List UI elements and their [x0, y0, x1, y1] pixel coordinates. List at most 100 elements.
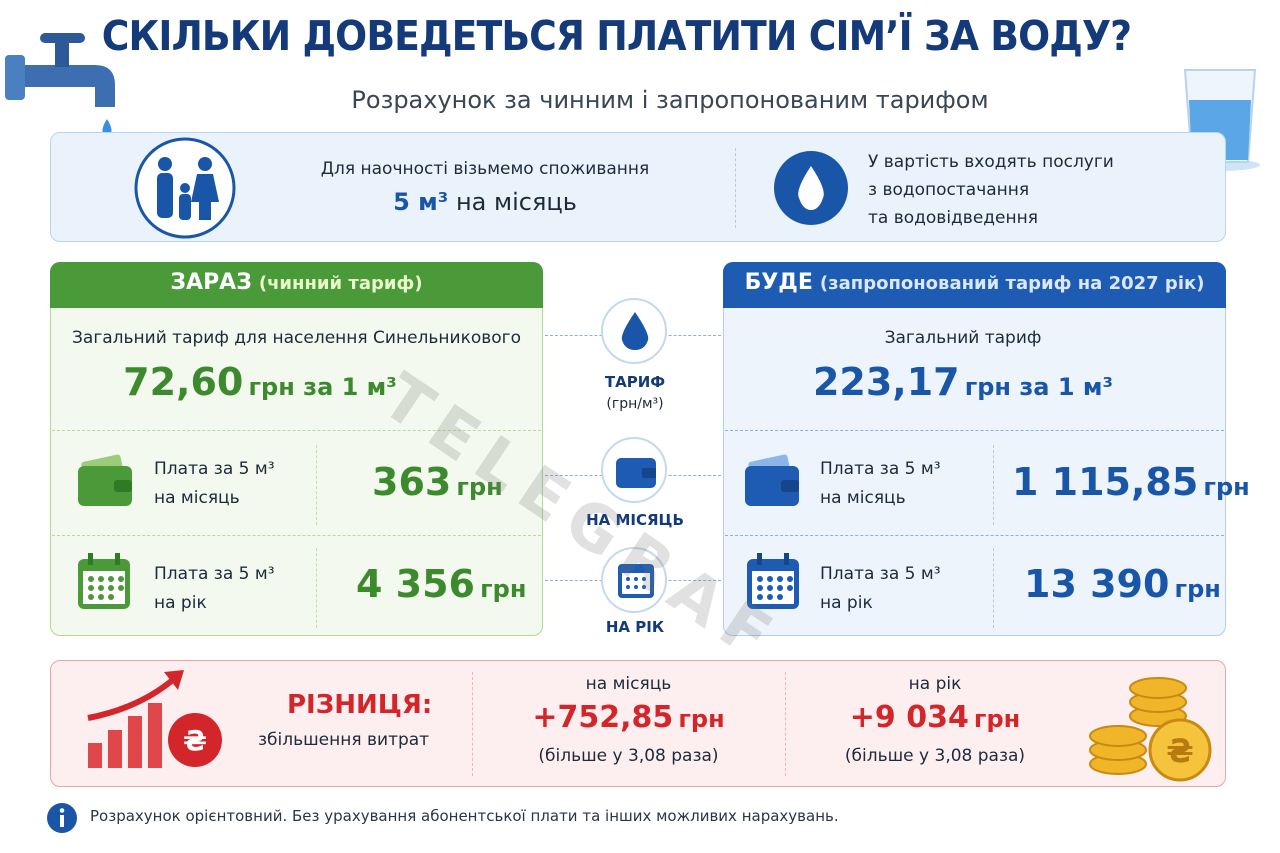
decoration [777, 585, 783, 591]
future-title: БУДЕ [744, 270, 813, 295]
divider [52, 430, 541, 431]
decoration [642, 585, 646, 589]
decoration [781, 480, 799, 492]
decoration [157, 173, 173, 218]
decoration [115, 553, 120, 565]
wallet-icon [78, 454, 132, 506]
subtitle: Розрахунок за чинним і запропонованим та… [351, 86, 989, 114]
decoration: 1 115,85 грн [1012, 460, 1250, 504]
decoration: ₴ [1166, 732, 1194, 770]
decoration [108, 594, 114, 600]
decoration [1148, 718, 1212, 782]
decoration [179, 194, 191, 220]
month-value: 363 [372, 460, 452, 504]
drop-icon [774, 151, 848, 225]
month-unit: грн [1203, 473, 1250, 501]
year-value: 13 390 [1024, 562, 1170, 606]
year-unit: грн [973, 705, 1021, 733]
now-title: ЗАРАЗ [170, 270, 252, 295]
year-value: +9 034 [849, 700, 969, 735]
divider [725, 535, 1224, 536]
decoration [98, 594, 104, 600]
services-line: з водопостачання [868, 180, 1030, 200]
year-unit: грн [1174, 575, 1221, 603]
decoration [767, 576, 773, 582]
decoration [78, 466, 132, 506]
decoration: 13 390 грн [1024, 562, 1221, 606]
decoration [621, 312, 649, 350]
decoration [88, 585, 94, 591]
decoration [634, 585, 638, 589]
month-note: (більше у 3,08 раза) [538, 746, 719, 766]
consumption-lead: Для наочності візьмемо споживання [320, 159, 650, 179]
decoration [626, 585, 630, 589]
divider [993, 445, 994, 525]
decoration [40, 33, 85, 43]
divider [993, 548, 994, 628]
decoration [88, 576, 124, 600]
footer-note: Розрахунок орієнтовний. Без урахування а… [90, 807, 839, 825]
decoration [1129, 677, 1187, 699]
decoration: ЗАРАЗ (чинний тариф) [50, 270, 543, 295]
decoration: 5 м³ на місяць [280, 188, 690, 216]
decoration [114, 480, 132, 492]
decoration [128, 716, 142, 768]
decoration [118, 585, 124, 591]
month-label: Плата за 5 м³ [820, 459, 941, 479]
year-label: Плата за 5 м³ [820, 564, 941, 584]
info-box [50, 132, 1226, 242]
middle-year: НА РІК [605, 618, 665, 636]
decoration [25, 65, 115, 107]
decoration [148, 703, 162, 768]
decoration [108, 585, 114, 591]
future-panel [723, 262, 1226, 636]
month-value: +752,85 [532, 700, 674, 735]
month-unit: грн [678, 705, 725, 733]
services-line: та водовідведення [868, 208, 1038, 228]
now-panel [50, 262, 543, 636]
decoration: 4 356 грн [356, 562, 526, 606]
tariff-unit: грн за 1 м³ [248, 373, 397, 401]
decoration: +9 034 грн [785, 700, 1085, 735]
difference-subtitle: збільшення витрат [258, 730, 430, 750]
decoration: 72,60 грн за 1 м³ [50, 360, 470, 404]
family-icon [134, 137, 236, 239]
decoration: БУДЕ (запропонований тариф на 2027 рік) [723, 270, 1226, 295]
wallet-icon [616, 458, 656, 488]
decoration [60, 815, 64, 827]
divider [316, 445, 317, 525]
decoration: 223,17 грн за 1 м³ [723, 360, 1203, 404]
decoration [787, 576, 793, 582]
decoration [626, 577, 630, 581]
month-label: Плата за 5 м³ [154, 459, 275, 479]
now-header [50, 262, 543, 308]
decoration [108, 576, 114, 582]
decoration [180, 183, 190, 193]
decoration [88, 553, 93, 565]
decoration [5, 55, 25, 100]
divider [785, 672, 786, 776]
decoration [118, 576, 124, 582]
year-label: Плата за 5 м³ [154, 564, 275, 584]
decoration: ₴ [183, 724, 207, 757]
decoration [108, 730, 122, 768]
decoration [59, 808, 65, 813]
decoration [757, 553, 762, 565]
month-label: на місяць [820, 488, 906, 508]
decoration [626, 577, 646, 589]
calendar-icon [78, 553, 130, 609]
difference-box [50, 660, 1226, 787]
decoration [757, 576, 763, 582]
consumption-unit: на місяць [455, 188, 577, 216]
tariff-value: 223,17 [812, 360, 960, 404]
decoration [98, 585, 104, 591]
decoration [784, 553, 789, 565]
title: СКІЛЬКИ ДОВЕДЕТЬСЯ ПЛАТИТИ СІМ’Ї ЗА ВОДУ… [101, 12, 1132, 60]
decoration [757, 576, 793, 600]
year-label: на рік [154, 593, 207, 613]
decoration [87, 675, 177, 721]
decoration [642, 577, 646, 581]
divider [735, 148, 736, 228]
tariff-unit: грн за 1 м³ [964, 373, 1114, 401]
